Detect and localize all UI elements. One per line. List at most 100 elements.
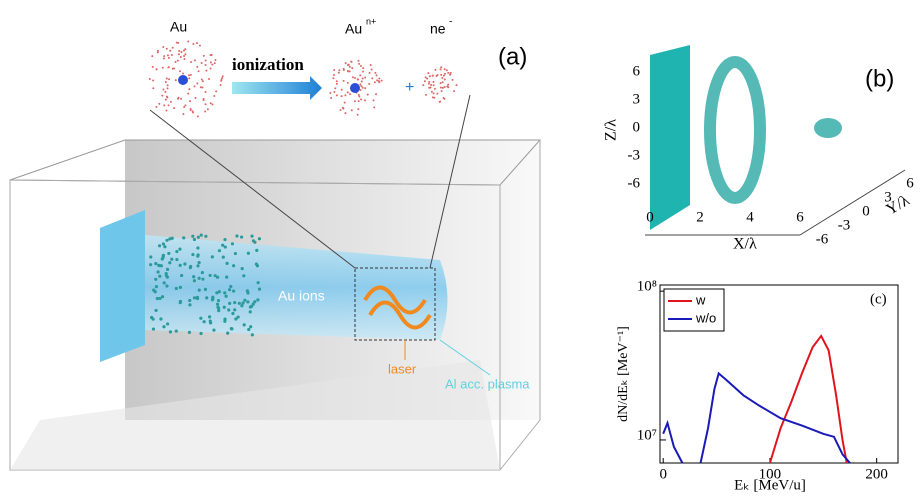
dot (178, 53, 180, 55)
ion-dot (246, 289, 249, 292)
plasma-label: Au ions (278, 288, 325, 304)
dot (372, 99, 374, 101)
dot (367, 94, 369, 96)
dot (184, 48, 186, 50)
dot (432, 75, 434, 77)
series-line (770, 336, 847, 463)
z-tick-label: 0 (633, 119, 641, 135)
ion-dot (250, 235, 253, 238)
ion-dot (227, 308, 230, 311)
ion-dot (159, 317, 162, 320)
dot (374, 81, 376, 83)
dot (165, 99, 167, 101)
ion-dot (157, 264, 160, 267)
ion-dot (212, 329, 215, 332)
ion-dot (175, 250, 178, 253)
z-tick-label: -6 (628, 175, 641, 191)
dot (200, 86, 202, 88)
ion-dot (152, 289, 155, 292)
y-tick-label: -6 (816, 231, 829, 247)
ion-dot (217, 309, 220, 312)
dot (190, 74, 192, 76)
ion-dot (203, 320, 206, 323)
dot (447, 84, 449, 86)
dot (360, 89, 362, 91)
dot (371, 77, 373, 79)
dot (168, 104, 170, 106)
nucleus (178, 75, 188, 85)
dot (183, 58, 185, 60)
dot (211, 103, 213, 105)
dot (375, 93, 377, 95)
ion-dot (252, 303, 255, 306)
ion-dot (149, 263, 152, 266)
ion-dot (165, 284, 168, 287)
dot (194, 85, 196, 87)
dot (157, 51, 159, 53)
ion-dot (192, 275, 195, 278)
dot (449, 74, 451, 76)
dot (359, 83, 361, 85)
ion-dot (222, 256, 225, 259)
dot (175, 79, 177, 81)
dot (202, 87, 204, 89)
z-tick-label: -3 (628, 147, 641, 163)
dot (207, 108, 209, 110)
ion-dot (169, 330, 172, 333)
laser-label: laser (388, 361, 417, 376)
ion-dot (216, 306, 219, 309)
dot (168, 78, 170, 80)
ion-dot (161, 295, 164, 298)
dot (184, 53, 186, 55)
ion-dot (188, 303, 191, 306)
ion-bunch (814, 118, 842, 138)
dot (179, 70, 181, 72)
electron-charge: - (449, 17, 452, 28)
ion-dot (156, 270, 159, 273)
ion-dot (223, 306, 226, 309)
ion-dot (188, 331, 191, 334)
dot (152, 66, 154, 68)
dot (342, 108, 344, 110)
dot (432, 81, 434, 83)
legend-label: w (695, 292, 706, 307)
ion-dot (158, 275, 161, 278)
dot (338, 69, 340, 71)
ion-dot (154, 278, 157, 281)
dot (430, 84, 432, 86)
ion-dot (179, 286, 182, 289)
dot (210, 61, 212, 63)
ion-dot (258, 288, 261, 291)
ion-dot (154, 262, 157, 265)
ion-dot (179, 300, 182, 303)
ion-dot (204, 235, 207, 238)
dot (436, 93, 438, 95)
dot (358, 100, 360, 102)
dot (441, 77, 443, 79)
dot (158, 103, 160, 105)
dot (349, 66, 351, 68)
dot (187, 40, 189, 42)
dot (196, 82, 198, 84)
ion-dot (209, 274, 212, 277)
dot (343, 68, 345, 70)
dot (351, 67, 353, 69)
dot (443, 97, 445, 99)
dot (188, 77, 190, 79)
dot (171, 54, 173, 56)
dot (162, 88, 164, 90)
ion-dot (193, 238, 196, 241)
dot (440, 66, 442, 68)
dot (349, 70, 351, 72)
dot (452, 79, 454, 81)
dot (220, 84, 222, 86)
dot (360, 98, 362, 100)
ion-dot (196, 255, 199, 258)
dot (358, 60, 360, 62)
dot (204, 110, 206, 112)
dot (190, 109, 192, 111)
ion-dot (196, 246, 199, 249)
dot (211, 64, 213, 66)
ion-dot (175, 287, 178, 290)
dot (442, 81, 444, 83)
